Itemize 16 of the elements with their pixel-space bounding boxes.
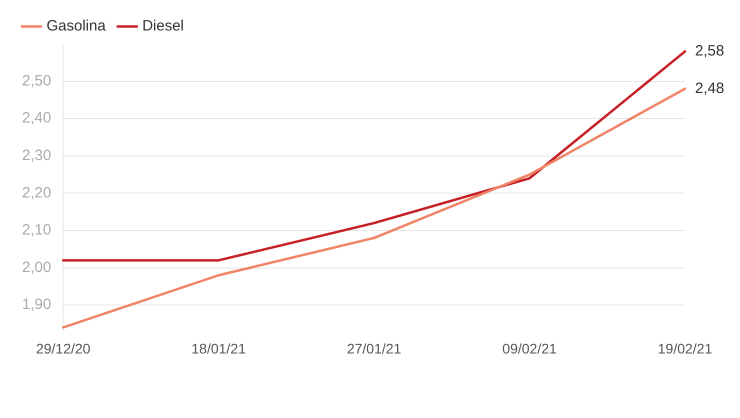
- data-label: 2,58: [695, 42, 724, 60]
- legend-label: Gasolina: [46, 18, 106, 35]
- x-tick-label: 09/02/21: [502, 340, 558, 356]
- legend-label: Diesel: [142, 18, 184, 35]
- y-tick-label: 2,00: [22, 258, 52, 276]
- x-tick-label: 19/02/21: [658, 340, 712, 356]
- y-tick-label: 2,10: [22, 222, 52, 239]
- y-tick-label: 1,90: [22, 296, 52, 314]
- x-tick-label: 29/12/20: [36, 340, 91, 356]
- y-tick-label: 2,20: [22, 184, 52, 202]
- y-tick-label: 2,30: [22, 147, 52, 164]
- data-label: 2,48: [695, 80, 724, 97]
- x-tick-label: 27/01/21: [346, 340, 402, 356]
- y-tick-label: 2,50: [22, 72, 52, 90]
- y-tick-label: 2,40: [22, 110, 52, 127]
- x-tick-label: 18/01/21: [191, 340, 246, 356]
